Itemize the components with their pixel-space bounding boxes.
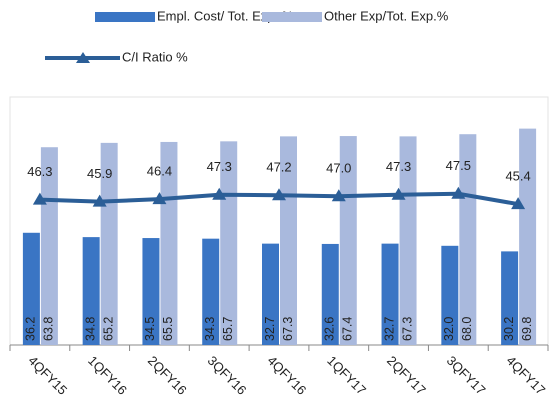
legend-label: Other Exp/Tot. Exp.% [324,8,449,23]
line-marker [451,186,466,199]
x-tick-label: 4QFY16 [264,353,309,398]
line-value-label: 47.3 [207,159,232,174]
x-tick-label: 1QFY16 [85,353,130,398]
line-value-label: 47.2 [266,160,291,175]
x-tick-label: 4QFY15 [25,353,70,398]
bar-value-label: 67.4 [341,317,355,341]
bar-value-label: 34.5 [143,317,157,341]
x-tick-label: 1QFY17 [324,353,369,398]
line-value-label: 45.4 [505,169,530,184]
bar-value-label: 67.3 [400,317,414,341]
bar-value-label: 32.7 [382,317,396,341]
bar-value-label: 34.3 [203,317,217,341]
line-marker [152,192,167,205]
bar-value-label: 63.8 [42,317,56,341]
line-marker [272,188,286,201]
line-value-label: 47.0 [326,161,351,176]
line-marker [331,189,346,202]
bar-value-label: 32.6 [323,317,337,341]
bar [262,243,279,345]
bar [100,142,118,345]
line-value-label: 46.3 [27,164,52,179]
bar-value-label: 68.0 [460,317,474,341]
bar-value-label: 32.0 [442,317,456,341]
line-value-label: 46.4 [147,164,172,179]
bar [220,141,238,345]
line-marker [391,187,406,200]
legend-swatch [262,12,322,22]
line-marker [212,187,227,200]
bar-value-label: 32.7 [263,317,277,341]
bar [321,243,339,345]
bar [22,232,40,345]
bar-value-label: 30.2 [502,317,516,341]
x-tick-label: 3QFY16 [205,353,250,398]
bar [40,147,58,345]
bar [381,243,399,345]
legend-swatch [95,12,155,22]
bar [441,245,459,345]
bar-value-label: 65.2 [101,317,115,341]
bar-value-label: 34.8 [83,317,97,341]
bar [501,251,519,345]
x-tick-label: 2QFY17 [384,353,429,398]
line-value-label: 47.3 [386,159,411,174]
bar [142,238,160,345]
x-tick-label: 2QFY16 [145,353,190,398]
legend-label: C/I Ratio % [122,49,188,64]
bar [399,136,417,345]
legend-label: Empl. Cost/ Tot. Exp. % [157,8,294,23]
line-value-label: 47.5 [446,158,471,173]
bar [459,134,477,345]
bar [339,136,357,345]
bar-value-label: 65.5 [161,317,175,341]
line-marker [32,192,47,205]
line-value-label: 45.9 [87,166,112,181]
bar-value-label: 65.7 [221,317,235,341]
line-marker [92,194,107,207]
bar-value-label: 36.2 [24,317,38,341]
bar-value-label: 69.8 [520,317,534,341]
x-tick-label: 3QFY17 [444,353,489,398]
bar [280,136,297,345]
bar [202,238,220,345]
x-tick-label: 4QFY17 [504,353,549,398]
legend-marker [76,52,90,63]
bar-value-label: 67.3 [281,317,295,341]
line-marker [511,197,526,210]
bar [82,237,100,345]
bar [519,128,537,345]
bar [160,141,178,345]
